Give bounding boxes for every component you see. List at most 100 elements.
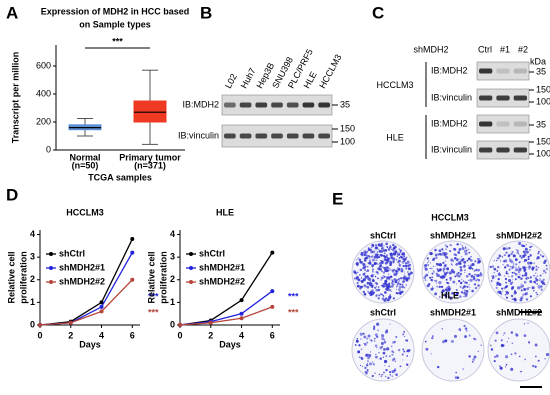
colony xyxy=(457,279,461,283)
colony xyxy=(450,268,454,272)
colony xyxy=(401,285,405,289)
colony xyxy=(380,279,382,281)
colony xyxy=(392,257,396,261)
colony xyxy=(537,252,540,255)
y-tick-label: 2 xyxy=(30,274,35,284)
colony xyxy=(475,273,480,278)
colony xyxy=(442,270,444,272)
colony xyxy=(529,295,533,298)
colony xyxy=(386,288,390,292)
colony xyxy=(520,296,524,300)
colony xyxy=(490,348,494,351)
colony xyxy=(359,356,361,358)
colony xyxy=(431,337,434,340)
colony xyxy=(444,339,448,343)
colony xyxy=(405,284,408,286)
colony xyxy=(370,274,374,278)
colony xyxy=(446,245,449,248)
colony xyxy=(407,349,409,351)
colony xyxy=(462,286,465,289)
colony xyxy=(371,263,375,267)
colony xyxy=(469,259,473,262)
unit-label: kDa xyxy=(530,56,546,66)
colony xyxy=(529,248,531,251)
colony xyxy=(396,283,398,286)
colony xyxy=(469,286,471,288)
colony xyxy=(505,296,508,299)
colony xyxy=(467,248,470,250)
colony xyxy=(437,253,440,256)
colony xyxy=(431,267,433,270)
colony xyxy=(500,260,502,262)
colony xyxy=(366,275,369,278)
colony xyxy=(392,280,394,283)
colony xyxy=(377,243,381,247)
colony xyxy=(363,342,365,344)
colony xyxy=(383,275,385,277)
colony xyxy=(519,273,521,276)
colony xyxy=(391,353,394,356)
legend-label: shMDH2#2 xyxy=(199,276,245,286)
colony xyxy=(440,252,444,256)
colony xyxy=(383,252,386,255)
point xyxy=(239,316,244,321)
x-axis-label: Days xyxy=(219,339,241,349)
y-tick-label: 200 xyxy=(36,116,51,126)
colony xyxy=(428,271,430,273)
colony xyxy=(427,264,429,266)
colony xyxy=(479,273,483,277)
colony xyxy=(366,285,370,289)
colony xyxy=(475,268,478,272)
x-tick-label: 4 xyxy=(99,330,104,340)
colony xyxy=(393,273,397,276)
colony xyxy=(385,355,388,358)
colony xyxy=(469,278,473,282)
colony xyxy=(368,261,372,265)
x-tick-label: 4 xyxy=(239,330,244,340)
legend-label: shMDH2#1 xyxy=(199,262,245,272)
colony xyxy=(470,274,474,278)
colony xyxy=(472,276,476,279)
y-tick-label: 4 xyxy=(170,229,175,239)
colony xyxy=(380,270,383,273)
colony xyxy=(539,274,542,277)
lane-label: L02 xyxy=(223,72,239,90)
colony xyxy=(443,271,446,274)
colony xyxy=(398,280,401,282)
colony xyxy=(504,355,509,359)
colony xyxy=(529,246,532,248)
point xyxy=(239,311,244,316)
colony xyxy=(377,277,379,280)
x-tick-label: 0 xyxy=(37,330,42,340)
colony xyxy=(519,254,522,258)
colony xyxy=(448,295,451,298)
colony xyxy=(508,275,510,277)
colony xyxy=(435,256,438,260)
colony xyxy=(383,282,387,286)
x-tick-note: (n=50) xyxy=(72,160,99,170)
colony xyxy=(542,273,544,275)
colony xyxy=(407,272,411,276)
colony xyxy=(445,255,448,259)
colony xyxy=(445,272,448,274)
colony xyxy=(510,287,514,290)
colony xyxy=(384,291,387,294)
band xyxy=(239,102,252,108)
colony xyxy=(355,262,359,266)
colony xyxy=(389,285,392,288)
colony xyxy=(385,285,388,288)
colony xyxy=(380,276,384,280)
legend-label: shCtrl xyxy=(59,248,85,258)
colony xyxy=(504,293,507,296)
colony xyxy=(522,293,525,296)
y-tick-label: 4 xyxy=(30,229,35,239)
colony xyxy=(503,287,506,290)
colony xyxy=(364,366,367,369)
colony xyxy=(510,331,514,334)
colony xyxy=(464,335,467,339)
colony xyxy=(406,279,409,281)
colony xyxy=(477,350,479,353)
colony xyxy=(459,272,463,276)
colony xyxy=(465,282,468,284)
colony xyxy=(376,251,379,253)
